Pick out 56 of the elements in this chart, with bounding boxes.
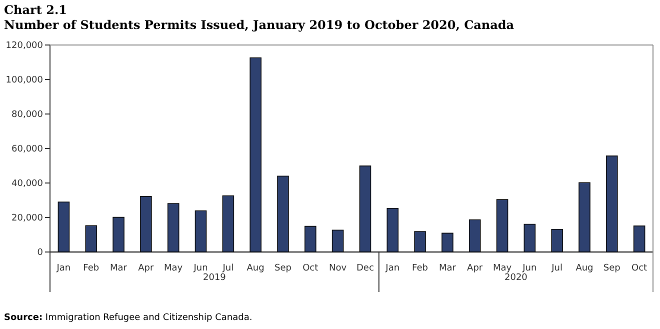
chart-title: Chart 2.1 bbox=[4, 3, 67, 17]
source-note: Source: Immigration Refugee and Citizenship Canada. bbox=[4, 313, 252, 323]
text: 2020 bbox=[504, 273, 528, 283]
x-tick-label: Jun bbox=[522, 263, 537, 274]
bar bbox=[140, 196, 152, 252]
x-tick-label: Jun bbox=[192, 263, 208, 274]
y-tick-label: 0 bbox=[37, 248, 44, 258]
x-tick-label: Feb bbox=[412, 263, 428, 274]
x-tick-label: Jul bbox=[222, 263, 234, 274]
bar bbox=[167, 203, 180, 252]
text: 2019 bbox=[202, 273, 227, 283]
bar bbox=[112, 216, 124, 252]
x-tick-label: Apr bbox=[467, 263, 483, 274]
y-tick-label: 60,000 bbox=[12, 144, 44, 155]
bar bbox=[442, 232, 454, 252]
bar bbox=[414, 231, 426, 252]
x-tick-label: Feb bbox=[83, 263, 100, 274]
x-tick-label: May bbox=[164, 263, 184, 274]
x-tick-label: Jan bbox=[56, 263, 71, 274]
x-tick-label: Sep bbox=[274, 263, 292, 274]
bar bbox=[359, 166, 372, 252]
y-tick-label: 80,000 bbox=[12, 110, 44, 120]
y-tick-label: 120,000 bbox=[6, 41, 44, 52]
bar bbox=[578, 182, 590, 252]
x-tick-label: Nov bbox=[329, 263, 348, 274]
bar bbox=[468, 219, 481, 252]
chart-subtitle: Number of Students Permits Issued, January 2019 to October 2020, Canada bbox=[4, 18, 514, 32]
x-tick-label: May bbox=[492, 263, 512, 274]
bar bbox=[222, 195, 234, 252]
x-tick-label: Aug bbox=[576, 263, 594, 274]
x-tick-label: Jan bbox=[384, 263, 400, 274]
x-tick-label: Oct bbox=[632, 263, 648, 274]
bar bbox=[496, 199, 508, 252]
bar bbox=[633, 226, 646, 252]
bar bbox=[606, 156, 618, 252]
bar bbox=[386, 208, 399, 252]
x-tick-label: Aug bbox=[246, 263, 264, 274]
x-tick-label: Apr bbox=[138, 263, 154, 274]
y-tick-label: 100,000 bbox=[6, 76, 44, 86]
x-tick-label: Mar bbox=[110, 263, 128, 274]
x-tick-label: Sep bbox=[603, 263, 621, 274]
bar bbox=[332, 230, 344, 252]
bar bbox=[194, 210, 207, 252]
bar bbox=[524, 224, 536, 252]
x-tick-label: Jul bbox=[550, 263, 562, 274]
x-tick-label: Mar bbox=[438, 263, 456, 274]
bar bbox=[304, 226, 316, 252]
bar bbox=[85, 225, 98, 252]
x-tick-label: Dec bbox=[356, 263, 374, 274]
bar bbox=[277, 176, 289, 252]
bar bbox=[250, 57, 262, 252]
bar bbox=[551, 229, 563, 252]
y-tick-label: 20,000 bbox=[12, 214, 44, 224]
x-tick-label: Oct bbox=[302, 263, 319, 274]
y-tick-label: 40,000 bbox=[12, 179, 44, 190]
bar bbox=[58, 202, 70, 252]
